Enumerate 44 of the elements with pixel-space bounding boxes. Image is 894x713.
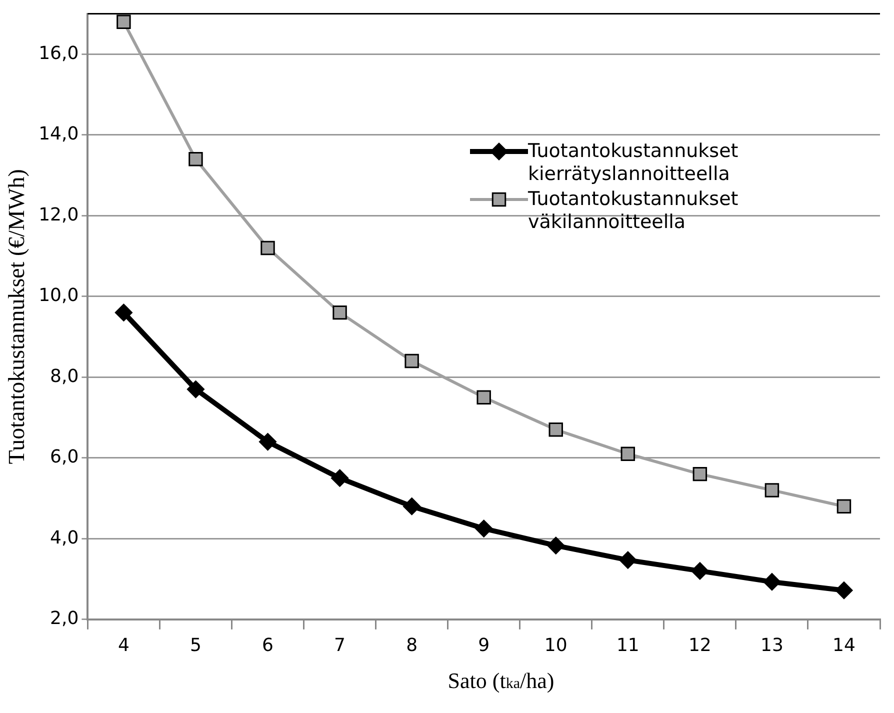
point — [403, 498, 421, 516]
legend-label: Tuotantokustannukset väkilannoitteella — [528, 188, 740, 234]
y-tick-label: 6,0 — [50, 446, 79, 468]
point — [692, 466, 708, 482]
point — [116, 14, 131, 29]
x-tick-label: 8 — [406, 634, 418, 656]
y-tick-label: 10,0 — [38, 285, 79, 306]
point — [836, 499, 852, 514]
point — [332, 305, 347, 320]
point — [835, 582, 853, 600]
y-tick-label: 4,0 — [50, 527, 79, 548]
legend-label: Tuotantokustannukset kierrätyslannoitteella — [528, 140, 740, 186]
y-axis-title: Tuotantokustannukset (€/MWh) — [4, 169, 29, 464]
x-tick-label: 13 — [760, 634, 784, 656]
point — [260, 240, 275, 256]
y-tick-label: 8,0 — [50, 366, 79, 387]
y-tick-label: 16,0 — [38, 42, 79, 64]
y-tick-label: 14,0 — [38, 124, 79, 145]
x-tick-label: 10 — [544, 634, 568, 656]
x-tick-label: 4 — [118, 634, 130, 656]
point — [186, 380, 204, 398]
point — [547, 536, 565, 554]
x-tick-label: 12 — [688, 634, 712, 656]
point — [114, 304, 132, 322]
point — [619, 551, 637, 569]
x-tick-label: 11 — [616, 634, 640, 656]
point — [259, 433, 276, 451]
point — [763, 573, 781, 591]
x-tick-label: 9 — [478, 634, 490, 656]
x-tick-label: 14 — [832, 634, 856, 656]
y-tick-label: 12,0 — [38, 204, 79, 226]
point — [475, 520, 493, 538]
point — [764, 483, 780, 498]
x-tick-label: 6 — [262, 634, 274, 656]
x-tick-label: 5 — [190, 634, 202, 656]
point — [188, 152, 203, 166]
y-tick-label: 2,0 — [50, 608, 79, 630]
point — [404, 354, 419, 368]
x-tick-label: 7 — [334, 634, 346, 656]
point — [691, 562, 709, 580]
point — [548, 422, 563, 437]
point — [476, 390, 491, 404]
point — [620, 446, 636, 461]
point — [331, 469, 349, 487]
